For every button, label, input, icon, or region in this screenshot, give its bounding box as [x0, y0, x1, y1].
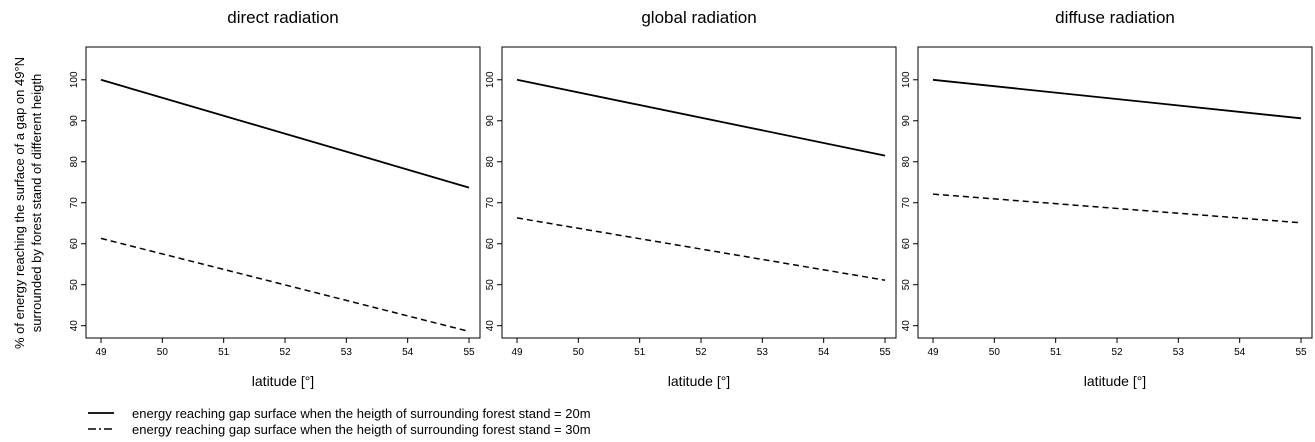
series-line-30m — [932, 193, 1302, 224]
legend: energy reaching gap surface when the hei… — [88, 406, 591, 437]
plot-frame — [85, 46, 481, 339]
y-tick-label: 70 — [901, 197, 912, 209]
y-tick-label: 40 — [69, 320, 80, 332]
x-tick-label: 55 — [463, 347, 475, 358]
series-line-20m — [516, 78, 886, 157]
x-tick-label: 51 — [218, 347, 230, 358]
x-tick-label: 49 — [927, 347, 939, 358]
x-tick-label: 54 — [402, 347, 414, 358]
y-tick-label: 50 — [901, 279, 912, 291]
y-axis-label-line-1: % of energy reaching the surface of a ga… — [12, 57, 27, 349]
y-tick-label: 90 — [901, 115, 912, 127]
x-axis-label: latitude [°] — [1084, 373, 1146, 389]
y-tick-label: 50 — [69, 279, 80, 291]
x-tick-label: 53 — [341, 347, 353, 358]
x-tick-label: 54 — [1234, 347, 1246, 358]
chart-title: global radiation — [641, 8, 756, 27]
x-tick-label: 54 — [818, 347, 830, 358]
x-tick-label: 53 — [757, 347, 769, 358]
chart-title: direct radiation — [227, 8, 339, 27]
legend-label: energy reaching gap surface when the hei… — [132, 406, 591, 421]
y-tick-label: 80 — [485, 156, 496, 168]
y-tick-label: 90 — [69, 115, 80, 127]
y-tick-label: 70 — [69, 197, 80, 209]
y-tick-label: 40 — [901, 320, 912, 332]
x-tick-label: 52 — [695, 347, 707, 358]
x-tick-label: 49 — [95, 347, 107, 358]
series-line-30m — [516, 217, 886, 281]
y-tick-label: 70 — [485, 197, 496, 209]
x-tick-label: 51 — [1050, 347, 1062, 358]
plot-frame — [501, 46, 897, 339]
x-tick-label: 55 — [1295, 347, 1307, 358]
y-tick-label: 80 — [69, 156, 80, 168]
chart-panels: direct radiation 49 50 51 52 53 54 55 40 50 60 70 80… — [69, 8, 1313, 389]
x-tick-label: 52 — [1111, 347, 1123, 358]
y-tick-label: 100 — [485, 71, 496, 88]
series-line-20m — [932, 78, 1302, 120]
y-tick-label: 100 — [69, 71, 80, 88]
x-tick-label: 51 — [634, 347, 646, 358]
y-tick-label: 60 — [901, 238, 912, 250]
plot-frame — [917, 46, 1313, 339]
chart-panel-2: global radiation 49 50 51 52 53 54 55 40 50 60 70 80… — [485, 8, 897, 389]
x-axis-label: latitude [°] — [252, 373, 314, 389]
y-tick-label: 60 — [69, 238, 80, 250]
x-tick-label: 53 — [1173, 347, 1185, 358]
series-line-30m — [100, 237, 470, 333]
y-tick-label: 60 — [485, 238, 496, 250]
series-line-20m — [100, 78, 470, 189]
y-tick-label: 100 — [901, 71, 912, 88]
x-tick-label: 50 — [573, 347, 585, 358]
y-tick-label: 80 — [901, 156, 912, 168]
y-tick-label: 40 — [485, 320, 496, 332]
x-tick-label: 49 — [511, 347, 523, 358]
y-tick-label: 90 — [485, 115, 496, 127]
chart-panel-1: direct radiation 49 50 51 52 53 54 55 40 50 60 70 80… — [69, 8, 481, 389]
y-tick-label: 50 — [485, 279, 496, 291]
y-axis-label-line-2: surrounded by forest stand of different … — [29, 74, 44, 332]
legend-label: energy reaching gap surface when the hei… — [132, 422, 591, 437]
chart-panel-3: diffuse radiation 49 50 51 52 53 54 55 40 50 60 70 8… — [901, 8, 1313, 389]
y-axis-label: % of energy reaching the surface of a ga… — [12, 57, 44, 349]
x-tick-label: 55 — [879, 347, 891, 358]
x-tick-label: 52 — [279, 347, 291, 358]
x-tick-label: 50 — [157, 347, 169, 358]
x-tick-label: 50 — [989, 347, 1001, 358]
x-axis-label: latitude [°] — [668, 373, 730, 389]
chart-title: diffuse radiation — [1055, 8, 1175, 27]
